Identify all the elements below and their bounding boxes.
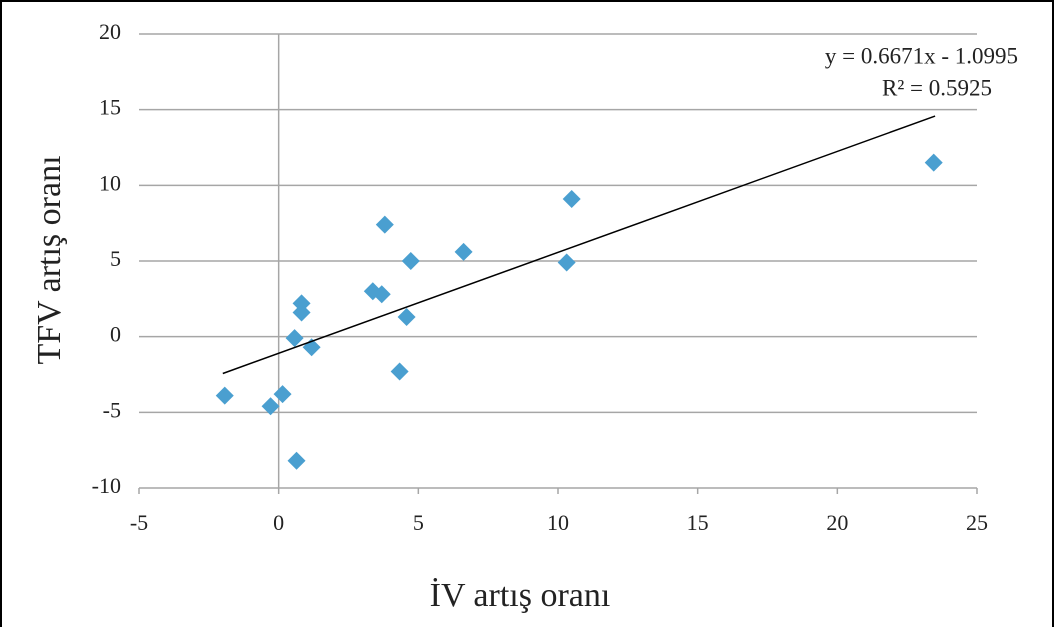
y-tick-label: 0 — [110, 322, 121, 347]
x-tick-label: 10 — [547, 510, 569, 535]
y-tick-label: 20 — [99, 19, 121, 44]
x-tick-label: 0 — [273, 510, 284, 535]
point — [261, 397, 280, 416]
trendline — [222, 115, 936, 375]
y-tick-label: 5 — [110, 246, 121, 271]
point — [557, 253, 576, 272]
point — [401, 252, 420, 270]
y-tick-label: 10 — [99, 170, 121, 195]
x-tick-label: 25 — [966, 510, 988, 535]
point — [372, 285, 391, 304]
point — [292, 303, 311, 322]
y-tick-label: 15 — [99, 95, 121, 120]
trend-equation: y = 0.6671x - 1.0995 — [825, 43, 1018, 68]
point — [285, 329, 304, 348]
point — [287, 451, 306, 470]
point — [390, 362, 409, 381]
point — [924, 153, 943, 172]
y-axis-title: TFV artış oranı — [31, 155, 68, 364]
x-tick-label: 15 — [687, 510, 709, 535]
point — [454, 242, 473, 261]
point — [397, 307, 416, 326]
x-tick-label: -5 — [130, 510, 148, 535]
point — [375, 215, 394, 234]
x-tick-label: 5 — [413, 510, 424, 535]
point — [215, 386, 234, 405]
x-axis-title: İV artış oranı — [430, 577, 611, 614]
trend-r2: R² = 0.5925 — [882, 75, 992, 100]
y-tick-label: -10 — [92, 473, 121, 498]
y-tick-label: -5 — [103, 397, 121, 422]
point — [562, 189, 581, 208]
x-tick-label: 20 — [826, 510, 848, 535]
point — [292, 294, 311, 313]
point — [273, 385, 292, 404]
